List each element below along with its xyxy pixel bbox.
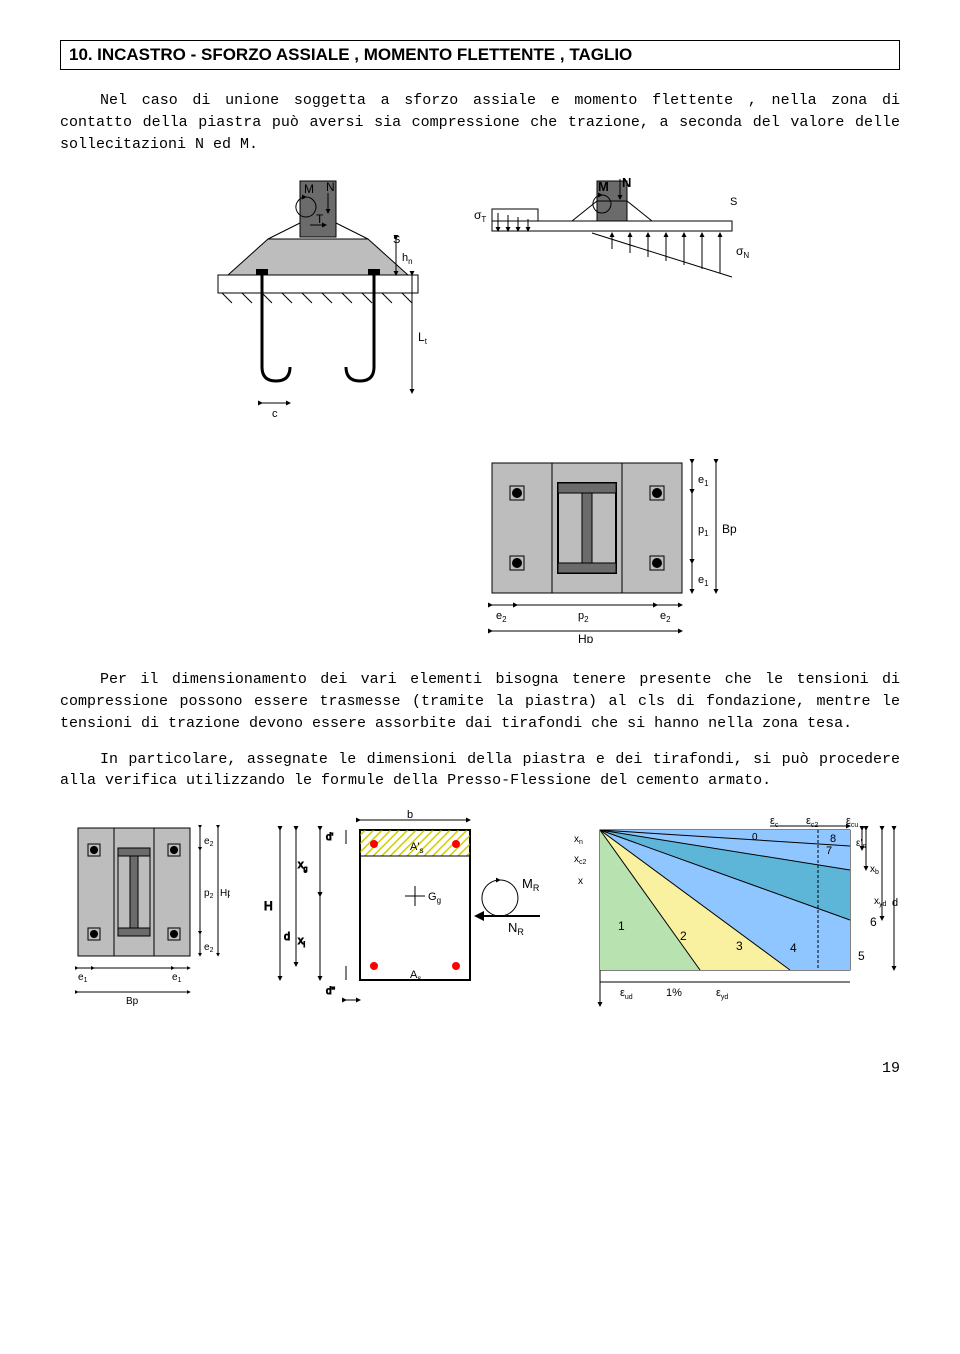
svg-text:xc2: xc2	[574, 854, 587, 866]
figure-stress-distribution: M N S σT σN	[462, 173, 762, 283]
svg-text:M: M	[598, 179, 609, 194]
svg-text:xg: xg	[298, 859, 308, 873]
svg-text:N: N	[622, 175, 631, 190]
section-title: INCASTRO - SFORZO ASSIALE , MOMENTO FLET…	[97, 45, 632, 64]
svg-text:S: S	[393, 234, 400, 246]
svg-text:εud: εud	[620, 987, 633, 1001]
figure-row-1b: e1 p1 e1 Bp e2 p2 e2 Hp	[60, 443, 900, 643]
svg-text:1%: 1%	[666, 987, 682, 999]
svg-text:p2: p2	[204, 888, 214, 900]
svg-text:0: 0	[752, 832, 758, 843]
paragraph-2: Per il dimensionamento dei vari elementi…	[60, 669, 900, 734]
svg-text:H: H	[264, 899, 273, 913]
svg-text:e1: e1	[698, 474, 709, 488]
paragraph-1: Nel caso di unione soggetta a sforzo ass…	[60, 90, 900, 155]
figure-baseplate-plan: e1 p1 e1 Bp e2 p2 e2 Hp	[462, 443, 762, 643]
svg-text:e2: e2	[496, 610, 507, 624]
svg-text:e2: e2	[660, 610, 671, 624]
svg-text:σN: σN	[736, 244, 749, 260]
svg-text:7: 7	[826, 845, 832, 857]
figure-row-1: M N T S c hn Lt M N S	[60, 173, 900, 433]
svg-text:d: d	[284, 931, 290, 943]
svg-text:e1: e1	[172, 972, 182, 984]
svg-text:1: 1	[618, 919, 625, 933]
svg-text:b: b	[407, 810, 413, 821]
svg-text:σT: σT	[474, 208, 486, 224]
paragraph-3: In particolare, assegnate le dimensioni …	[60, 749, 900, 793]
svg-text:xn: xn	[574, 834, 583, 846]
svg-text:ε's: ε's	[856, 838, 866, 850]
svg-text:NR: NR	[508, 920, 524, 937]
svg-text:c: c	[272, 408, 278, 420]
svg-text:N: N	[326, 180, 335, 194]
svg-text:xb: xb	[870, 864, 879, 876]
svg-text:d': d'	[326, 832, 334, 843]
svg-text:4: 4	[790, 941, 797, 955]
svg-text:8: 8	[830, 833, 836, 845]
svg-text:MR: MR	[522, 876, 540, 893]
svg-text:3: 3	[736, 939, 743, 953]
svg-text:εcu: εcu	[846, 815, 858, 829]
svg-text:xi: xi	[298, 935, 306, 949]
svg-text:εc2: εc2	[806, 815, 818, 829]
svg-text:Hp: Hp	[578, 632, 594, 643]
svg-text:d": d"	[326, 986, 336, 997]
svg-text:M: M	[304, 182, 314, 196]
svg-text:S: S	[730, 196, 737, 208]
svg-text:T: T	[316, 212, 324, 226]
svg-text:xyd: xyd	[874, 896, 887, 908]
figure-column-elevation: M N T S c hn Lt	[198, 173, 438, 433]
svg-text:d: d	[892, 897, 898, 909]
figure-rc-section: b A's As Gg MR NR d' xg H d xi d"	[240, 810, 560, 1020]
section-title-box: 10. INCASTRO - SFORZO ASSIALE , MOMENTO …	[60, 40, 900, 70]
svg-text:5: 5	[858, 949, 865, 963]
svg-text:6: 6	[870, 915, 877, 929]
svg-text:x: x	[578, 876, 583, 887]
svg-text:p1: p1	[698, 524, 709, 538]
svg-text:e2: e2	[204, 836, 214, 848]
svg-text:Bp: Bp	[722, 522, 737, 536]
figure-baseplate-plan-small: e2 p2 e2 Hp e1 e1 Bp	[60, 810, 230, 1010]
section-number: 10.	[69, 45, 93, 64]
figure-row-2: e2 p2 e2 Hp e1 e1 Bp b	[60, 810, 900, 1020]
page-number: 19	[60, 1060, 900, 1077]
svg-text:Lt: Lt	[418, 330, 428, 346]
svg-text:Hp: Hp	[220, 888, 230, 899]
svg-text:p2: p2	[578, 610, 589, 624]
svg-text:Bp: Bp	[126, 996, 139, 1007]
svg-text:e1: e1	[698, 574, 709, 588]
figure-strain-domains: 1 2 3 4 5 6 7 8 εc εc2 εcu 0 ε's xb xyd …	[570, 810, 900, 1020]
svg-text:εc: εc	[770, 815, 779, 829]
svg-text:εyd: εyd	[716, 987, 728, 1001]
svg-text:e1: e1	[78, 972, 88, 984]
svg-text:hn: hn	[402, 252, 413, 266]
svg-text:e2: e2	[204, 942, 214, 954]
svg-text:2: 2	[680, 929, 687, 943]
